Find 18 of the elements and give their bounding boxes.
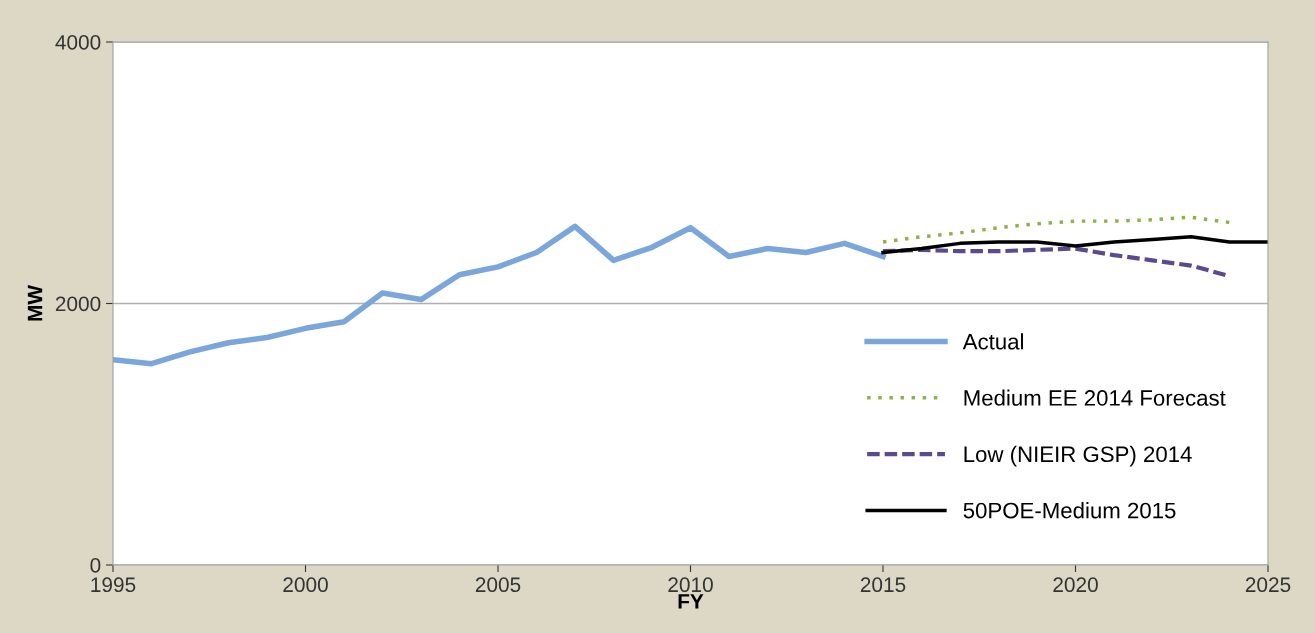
x-tick-label: 1995	[91, 577, 136, 593]
y-tick-label: 0	[90, 558, 101, 573]
x-tick-label: 2010	[668, 577, 713, 593]
y-tick-label: 2000	[55, 296, 101, 312]
x-tick-label: 2020	[1053, 577, 1098, 593]
legend-label: Medium EE 2014 Forecast	[964, 389, 1226, 406]
legend-label: Low (NIEIR GSP) 2014	[964, 445, 1192, 467]
legend-label: 50POE-Medium 2015	[963, 502, 1176, 519]
line-series	[881, 235, 1268, 255]
line-series	[881, 215, 1232, 244]
y-tick-label: 4000	[55, 35, 101, 50]
x-tick-label: 2005	[475, 577, 521, 593]
x-axis-title: FY	[678, 594, 704, 609]
x-tick-label: 2000	[283, 577, 328, 593]
x-tick-label: 2015	[860, 577, 906, 593]
x-tick-label: 2025	[1245, 577, 1291, 593]
y-axis-title: MW	[27, 285, 43, 321]
legend-label: Actual	[962, 333, 1023, 350]
